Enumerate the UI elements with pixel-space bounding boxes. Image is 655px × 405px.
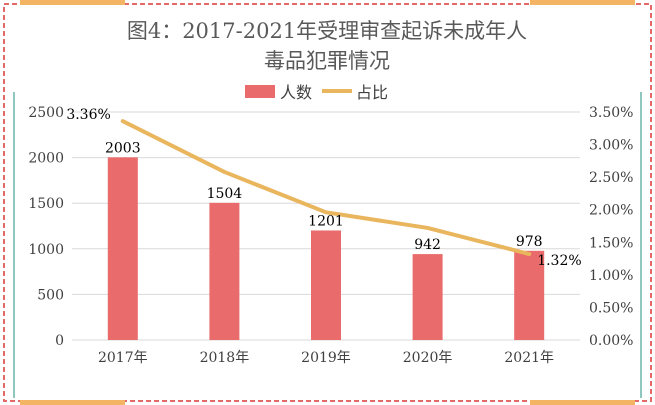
y-right-tick-label: 0.50% — [589, 300, 633, 316]
x-tick-label: 2020年 — [403, 350, 453, 366]
y-right-tick-label: 0.00% — [589, 333, 633, 349]
bar — [412, 254, 443, 340]
x-tick-label: 2018年 — [200, 350, 250, 366]
frame-decorations — [13, 0, 642, 405]
x-tick-label: 2019年 — [301, 350, 351, 366]
y-left-tick-label: 2500 — [28, 105, 64, 121]
bar-data-label: 1201 — [308, 213, 344, 229]
legend-swatch-bar — [245, 85, 275, 98]
y-left-tick-label: 500 — [37, 287, 64, 303]
y-left-tick-label: 1000 — [28, 242, 64, 258]
bar — [311, 230, 341, 340]
line-path — [120, 119, 532, 257]
line-data-label: 3.36% — [66, 107, 110, 123]
chart-title-line2: 毒品犯罪情况 — [264, 49, 390, 73]
chart-title: 图4：2017-2021年受理审查起诉未成年人 — [127, 19, 527, 43]
y-axis-left: 0 500 1000 1500 2000 2500 — [28, 105, 64, 349]
y-axis-right: 0.00% 0.50% 1.00% 1.50% 2.00% 2.50% 3.00% 3.50% — [589, 105, 633, 349]
x-tick-label: 2017年 — [98, 350, 148, 366]
line-series — [120, 119, 532, 257]
bar-data-label: 1504 — [207, 186, 243, 202]
y-right-tick-label: 3.50% — [589, 105, 633, 121]
bar — [107, 157, 138, 340]
legend-label-bar: 人数 — [280, 83, 312, 102]
line-data-label: 1.32% — [537, 253, 581, 269]
y-left-tick-label: 1500 — [28, 196, 64, 212]
corner-accent — [20, 0, 125, 5]
y-right-tick-label: 2.00% — [589, 203, 633, 219]
bar — [209, 202, 240, 340]
y-right-tick-label: 1.00% — [589, 268, 633, 284]
y-left-tick-label: 2000 — [28, 151, 64, 167]
bar-data-label: 942 — [414, 237, 441, 253]
y-right-tick-label: 1.50% — [589, 235, 633, 251]
bar-series — [107, 157, 545, 340]
y-right-tick-label: 2.50% — [589, 170, 633, 186]
corner-accent — [20, 400, 125, 405]
corner-accent — [530, 0, 635, 5]
y-left-tick-label: 0 — [55, 333, 64, 349]
y-right-tick-label: 3.00% — [589, 138, 633, 154]
x-tick-label: 2021年 — [504, 350, 554, 366]
x-axis: 2017年 2018年 2019年 2020年 2021年 — [98, 350, 554, 366]
legend: 人数 占比 — [245, 83, 388, 102]
dashed-border — [3, 3, 652, 402]
corner-accent — [530, 400, 635, 405]
data-labels: 2003 1504 1201 942 978 3.36% 1.32% — [66, 107, 581, 269]
bar — [514, 250, 545, 340]
legend-label-line: 占比 — [356, 83, 388, 102]
bar-data-label: 2003 — [105, 140, 141, 156]
bar-data-label: 978 — [516, 234, 543, 250]
